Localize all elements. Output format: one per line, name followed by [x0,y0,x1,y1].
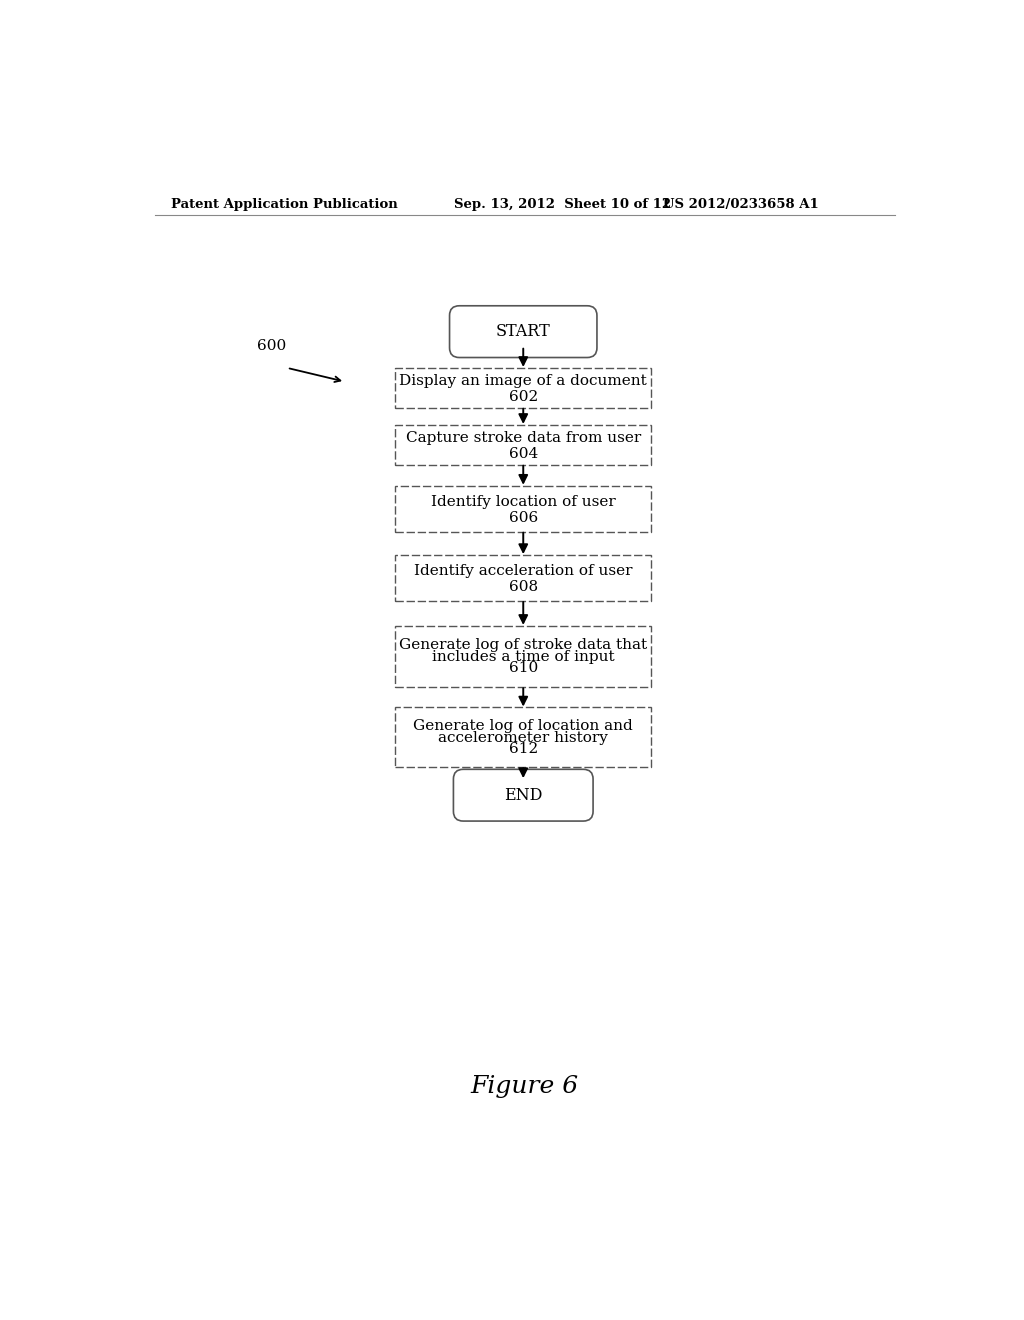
Text: Identify location of user: Identify location of user [431,495,615,508]
Text: 602: 602 [509,391,538,404]
FancyBboxPatch shape [395,708,651,767]
FancyBboxPatch shape [395,425,651,465]
Text: Figure 6: Figure 6 [471,1074,579,1098]
Text: 610: 610 [509,661,538,675]
Text: 608: 608 [509,581,538,594]
Text: Identify acceleration of user: Identify acceleration of user [414,564,633,578]
FancyBboxPatch shape [450,306,597,358]
Text: 612: 612 [509,742,538,756]
Text: Display an image of a document: Display an image of a document [399,374,647,388]
FancyBboxPatch shape [395,486,651,532]
Text: END: END [504,787,543,804]
Text: Patent Application Publication: Patent Application Publication [171,198,397,211]
Text: 604: 604 [509,447,538,461]
FancyBboxPatch shape [395,626,651,688]
Text: 606: 606 [509,511,538,525]
FancyBboxPatch shape [395,368,651,408]
Text: Capture stroke data from user: Capture stroke data from user [406,430,641,445]
Text: US 2012/0233658 A1: US 2012/0233658 A1 [663,198,818,211]
FancyBboxPatch shape [454,770,593,821]
Text: includes a time of input: includes a time of input [432,651,614,664]
Text: START: START [496,323,551,341]
Text: Generate log of location and: Generate log of location and [414,719,633,733]
FancyBboxPatch shape [395,554,651,601]
Text: accelerometer history: accelerometer history [438,731,608,746]
Text: Generate log of stroke data that: Generate log of stroke data that [399,638,647,652]
Text: Sep. 13, 2012  Sheet 10 of 12: Sep. 13, 2012 Sheet 10 of 12 [454,198,671,211]
Text: 600: 600 [257,339,286,354]
